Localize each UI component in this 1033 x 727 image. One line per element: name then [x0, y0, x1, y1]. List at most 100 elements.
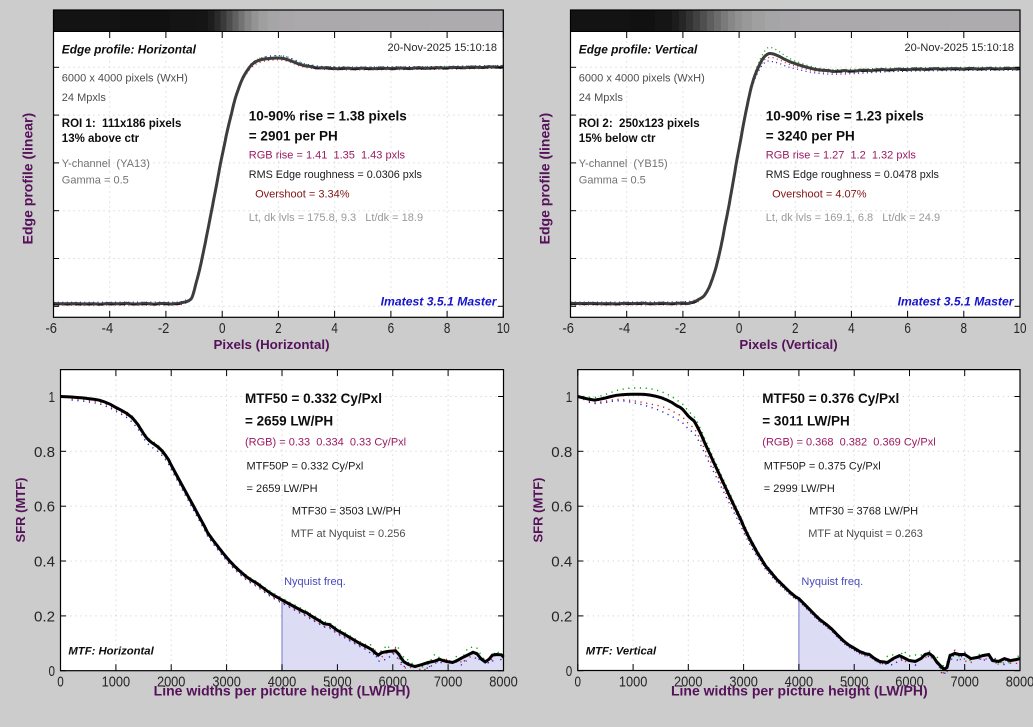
svg-text:2000: 2000 — [157, 673, 186, 690]
svg-text:6000 x 4000 pixels (WxH): 6000 x 4000 pixels (WxH) — [579, 73, 705, 85]
svg-text:8000: 8000 — [1006, 673, 1033, 690]
svg-text:0.8: 0.8 — [551, 444, 572, 461]
svg-text:7000: 7000 — [950, 673, 979, 690]
svg-text:1: 1 — [49, 389, 56, 406]
svg-text:Edge profile (linear): Edge profile (linear) — [20, 113, 36, 244]
svg-text:7000: 7000 — [434, 673, 463, 690]
svg-text:0.8: 0.8 — [34, 444, 55, 461]
svg-text:0: 0 — [566, 663, 573, 680]
svg-text:SFR (MTF): SFR (MTF) — [13, 478, 28, 543]
svg-text:Y-channel (YB15): Y-channel (YB15) — [579, 158, 668, 170]
svg-text:Edge profile (linear): Edge profile (linear) — [537, 113, 553, 244]
svg-text:0: 0 — [57, 673, 64, 690]
svg-text:3000: 3000 — [729, 673, 758, 690]
svg-text:Lt, dk lvls = 169.1, 6.8 Lt/: Lt, dk lvls = 169.1, 6.8 Lt/dk = 24.9 — [766, 212, 940, 224]
svg-text:8000: 8000 — [489, 673, 518, 690]
svg-text:13% above ctr: 13% above ctr — [62, 133, 140, 145]
svg-text:0.6: 0.6 — [551, 499, 572, 516]
svg-text:2: 2 — [792, 320, 799, 337]
svg-text:ROI 1: 111x186 pixels: ROI 1: 111x186 pixels — [62, 118, 182, 130]
svg-text:0.2: 0.2 — [34, 608, 55, 625]
svg-text:24 Mpxls: 24 Mpxls — [62, 92, 107, 104]
svg-text:MTF at Nyquist = 0.263: MTF at Nyquist = 0.263 — [808, 528, 923, 540]
svg-text:10: 10 — [497, 320, 510, 337]
svg-text:6000: 6000 — [895, 673, 924, 690]
svg-text:= 2659 LW/PH: = 2659 LW/PH — [245, 413, 333, 428]
svg-text:Imatest 3.5.1 Master: Imatest 3.5.1 Master — [381, 295, 498, 309]
svg-text:MTF: Vertical: MTF: Vertical — [586, 645, 657, 657]
svg-text:4: 4 — [331, 320, 338, 337]
svg-text:Pixels (Horizontal): Pixels (Horizontal) — [214, 337, 330, 352]
svg-text:ROI 2: 250x123 pixels: ROI 2: 250x123 pixels — [579, 118, 700, 130]
svg-text:15% below ctr: 15% below ctr — [579, 133, 656, 145]
svg-text:-4: -4 — [619, 320, 631, 337]
svg-text:1: 1 — [566, 389, 573, 406]
svg-text:20-Nov-2025 15:10:18: 20-Nov-2025 15:10:18 — [388, 42, 497, 54]
svg-text:MTF50P = 0.332 Cy/Pxl: MTF50P = 0.332 Cy/Pxl — [247, 461, 364, 473]
svg-text:1000: 1000 — [102, 673, 131, 690]
svg-text:Edge profile: Vertical: Edge profile: Vertical — [579, 42, 698, 56]
svg-text:2000: 2000 — [674, 673, 703, 690]
svg-text:-4: -4 — [102, 320, 114, 337]
svg-text:MTF: Horizontal: MTF: Horizontal — [68, 645, 154, 657]
svg-text:= 2659 LW/PH: = 2659 LW/PH — [247, 483, 318, 495]
svg-text:MTF30 = 3503 LW/PH: MTF30 = 3503 LW/PH — [292, 506, 401, 518]
svg-text:6: 6 — [904, 320, 911, 337]
svg-text:10-90% rise = 1.38 pixels: 10-90% rise = 1.38 pixels — [249, 109, 407, 124]
svg-text:Line widths per picture height: Line widths per picture height (LW/PH) — [154, 683, 411, 699]
svg-text:(RGB) = 0.368 0.382 0.369 Cy: (RGB) = 0.368 0.382 0.369 Cy/Pxl — [762, 437, 935, 449]
svg-text:4000: 4000 — [268, 673, 297, 690]
svg-text:Pixels (Vertical): Pixels (Vertical) — [739, 337, 837, 352]
svg-text:0: 0 — [219, 320, 226, 337]
svg-text:8: 8 — [444, 320, 451, 337]
svg-text:Y-channel (YA13): Y-channel (YA13) — [62, 158, 150, 170]
svg-text:Lt, dk lvls = 175.8, 9.3 Lt/: Lt, dk lvls = 175.8, 9.3 Lt/dk = 18.9 — [249, 212, 423, 224]
svg-text:-6: -6 — [562, 320, 574, 337]
svg-text:3000: 3000 — [212, 673, 241, 690]
svg-text:20-Nov-2025 15:10:18: 20-Nov-2025 15:10:18 — [905, 42, 1014, 54]
svg-text:6000: 6000 — [379, 673, 408, 690]
svg-text:24 Mpxls: 24 Mpxls — [579, 92, 624, 104]
svg-text:0: 0 — [736, 320, 743, 337]
svg-text:= 2901 per PH: = 2901 per PH — [249, 129, 338, 144]
svg-text:(RGB) = 0.33 0.334 0.33 Cy/P: (RGB) = 0.33 0.334 0.33 Cy/Pxl — [245, 437, 406, 449]
svg-text:0.4: 0.4 — [551, 554, 572, 571]
svg-text:2: 2 — [275, 320, 282, 337]
svg-text:Gamma = 0.5: Gamma = 0.5 — [579, 174, 646, 186]
svg-text:= 3011 LW/PH: = 3011 LW/PH — [762, 413, 849, 428]
svg-text:0: 0 — [49, 663, 56, 680]
svg-text:MTF50 = 0.376 Cy/Pxl: MTF50 = 0.376 Cy/Pxl — [762, 391, 899, 406]
svg-text:Imatest 3.5.1 Master: Imatest 3.5.1 Master — [898, 295, 1015, 309]
svg-text:Edge profile: Horizontal: Edge profile: Horizontal — [62, 42, 197, 56]
svg-text:10: 10 — [1014, 320, 1027, 337]
svg-text:0.2: 0.2 — [551, 608, 572, 625]
svg-text:Line widths per picture height: Line widths per picture height (LW/PH) — [671, 683, 928, 699]
svg-text:6: 6 — [388, 320, 395, 337]
svg-text:SFR (MTF): SFR (MTF) — [530, 478, 545, 543]
svg-text:= 3240 per PH: = 3240 per PH — [766, 129, 855, 144]
svg-text:5000: 5000 — [323, 673, 352, 690]
svg-text:6000 x 4000 pixels (WxH): 6000 x 4000 pixels (WxH) — [62, 73, 188, 85]
svg-text:MTF50P = 0.375 Cy/Pxl: MTF50P = 0.375 Cy/Pxl — [764, 461, 881, 473]
svg-text:Gamma = 0.5: Gamma = 0.5 — [62, 174, 129, 186]
svg-text:RMS Edge roughness = 0.0478 px: RMS Edge roughness = 0.0478 pxls — [766, 169, 940, 181]
svg-text:8: 8 — [961, 320, 968, 337]
svg-text:Overshoot = 4.07%: Overshoot = 4.07% — [772, 189, 867, 201]
svg-text:-6: -6 — [45, 320, 57, 337]
svg-text:Nyquist freq.: Nyquist freq. — [284, 576, 346, 588]
svg-text:0: 0 — [575, 673, 582, 690]
svg-text:4: 4 — [848, 320, 855, 337]
svg-text:Overshoot = 3.34%: Overshoot = 3.34% — [255, 189, 350, 201]
svg-text:MTF at Nyquist = 0.256: MTF at Nyquist = 0.256 — [291, 528, 406, 540]
svg-text:RMS Edge roughness = 0.0306 px: RMS Edge roughness = 0.0306 pxls — [249, 169, 423, 181]
svg-text:4000: 4000 — [785, 673, 814, 690]
svg-text:Nyquist freq.: Nyquist freq. — [801, 576, 863, 588]
svg-text:5000: 5000 — [840, 673, 869, 690]
svg-text:0.6: 0.6 — [34, 499, 55, 516]
svg-text:10-90% rise = 1.23 pixels: 10-90% rise = 1.23 pixels — [766, 109, 924, 124]
svg-text:MTF50 = 0.332 Cy/Pxl: MTF50 = 0.332 Cy/Pxl — [245, 391, 382, 406]
svg-text:RGB rise = 1.27 1.2 1.32 pxl: RGB rise = 1.27 1.2 1.32 pxls — [766, 150, 917, 162]
svg-text:= 2999 LW/PH: = 2999 LW/PH — [764, 483, 835, 495]
svg-text:-2: -2 — [158, 320, 170, 337]
svg-text:MTF30 = 3768 LW/PH: MTF30 = 3768 LW/PH — [809, 506, 918, 518]
